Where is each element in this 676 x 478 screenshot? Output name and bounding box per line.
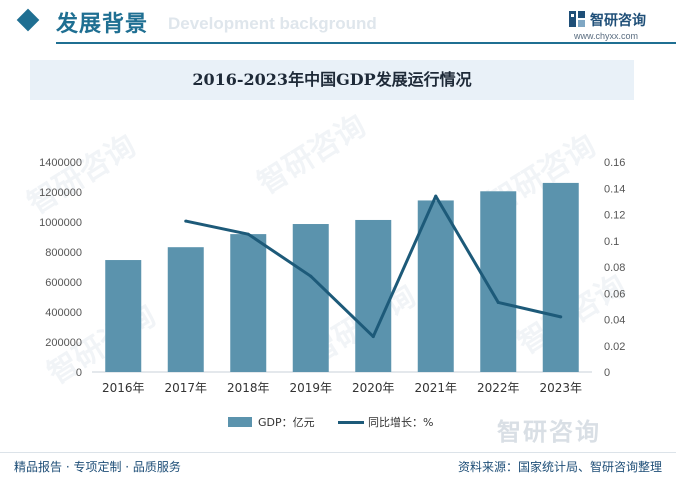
y-left-tick-label: 800000 bbox=[45, 247, 82, 259]
footer: 精品报告 · 专项定制 · 品质服务 资料来源：国家统计局、智研咨询整理 bbox=[0, 452, 676, 478]
x-tick-label: 2019年 bbox=[289, 381, 332, 395]
gdp-bar bbox=[167, 247, 204, 372]
gdp-bar bbox=[417, 200, 454, 372]
gdp-bar bbox=[292, 224, 329, 372]
legend-swatch-line bbox=[338, 421, 364, 424]
y-right-tick-label: 0.02 bbox=[604, 341, 625, 353]
growth-point bbox=[246, 232, 250, 236]
brand: 智研咨询 www.chyxx.com bbox=[568, 10, 668, 46]
footer-source: 资料来源：国家统计局、智研咨询整理 bbox=[457, 460, 662, 474]
x-tick-label: 2016年 bbox=[102, 381, 145, 395]
y-right-tick-label: 0.12 bbox=[604, 210, 625, 222]
y-left-tick-label: 1000000 bbox=[39, 217, 82, 229]
x-tick-label: 2018年 bbox=[227, 381, 270, 395]
brand-url: www.chyxx.com bbox=[574, 31, 639, 41]
growth-point bbox=[309, 274, 313, 278]
gdp-bar bbox=[105, 260, 142, 372]
growth-point bbox=[371, 335, 375, 339]
gdp-bar bbox=[355, 219, 392, 372]
y-left-tick-label: 1400000 bbox=[39, 157, 82, 169]
growth-point bbox=[434, 194, 438, 198]
growth-point bbox=[559, 315, 563, 319]
y-left-tick-label: 200000 bbox=[45, 337, 82, 349]
chart-title: 2016-2023年中国GDP发展运行情况 bbox=[192, 70, 472, 89]
x-tick-label: 2021年 bbox=[414, 381, 457, 395]
chart-title-band: 2016-2023年中国GDP发展运行情况 bbox=[30, 60, 634, 100]
footer-tagline: 精品报告 · 专项定制 · 品质服务 bbox=[14, 460, 181, 474]
header-divider bbox=[56, 42, 676, 44]
legend-label-growth: 同比增长：% bbox=[368, 416, 434, 429]
section-subtitle: Development background bbox=[168, 14, 377, 33]
y-right-tick-label: 0.08 bbox=[604, 262, 625, 274]
y-right-tick-label: 0 bbox=[604, 367, 610, 379]
section-header: 发展背景 Development background 智研咨询 www.chy… bbox=[0, 0, 676, 52]
gdp-chart: 0 200000 400000 600000 800000 1000000 1200000 1… bbox=[39, 157, 625, 395]
growth-point bbox=[184, 219, 188, 223]
y-right-tick-label: 0.06 bbox=[604, 288, 625, 300]
legend-swatch-bar bbox=[228, 417, 252, 427]
y-left-tick-label: 0 bbox=[76, 367, 82, 379]
diamond-icon bbox=[16, 8, 40, 32]
zhiyan-logo-icon bbox=[569, 11, 585, 27]
x-tick-label: 2023年 bbox=[539, 381, 582, 395]
watermark-brand: 智研咨询 bbox=[497, 418, 601, 446]
x-tick-label: 2020年 bbox=[352, 381, 395, 395]
brand-name: 智研咨询 bbox=[590, 13, 646, 29]
gdp-bar bbox=[542, 182, 579, 372]
chart-legend: GDP：亿元 同比增长：% bbox=[0, 412, 676, 430]
y-left-tick-label: 1200000 bbox=[39, 187, 82, 199]
x-tick-label: 2017年 bbox=[164, 381, 207, 395]
y-right-tick-label: 0.1 bbox=[604, 236, 619, 248]
y-left-tick-label: 600000 bbox=[45, 277, 82, 289]
y-left-tick-label: 400000 bbox=[45, 307, 82, 319]
y-right-tick-label: 0.04 bbox=[604, 315, 625, 327]
gdp-bar bbox=[230, 234, 267, 372]
x-tick-label: 2022年 bbox=[477, 381, 520, 395]
y-right-tick-label: 0.16 bbox=[604, 157, 625, 169]
y-right-tick-label: 0.14 bbox=[604, 183, 625, 195]
growth-point bbox=[496, 300, 500, 304]
section-title: 发展背景 bbox=[56, 12, 149, 37]
legend-label-gdp: GDP：亿元 bbox=[258, 416, 315, 429]
